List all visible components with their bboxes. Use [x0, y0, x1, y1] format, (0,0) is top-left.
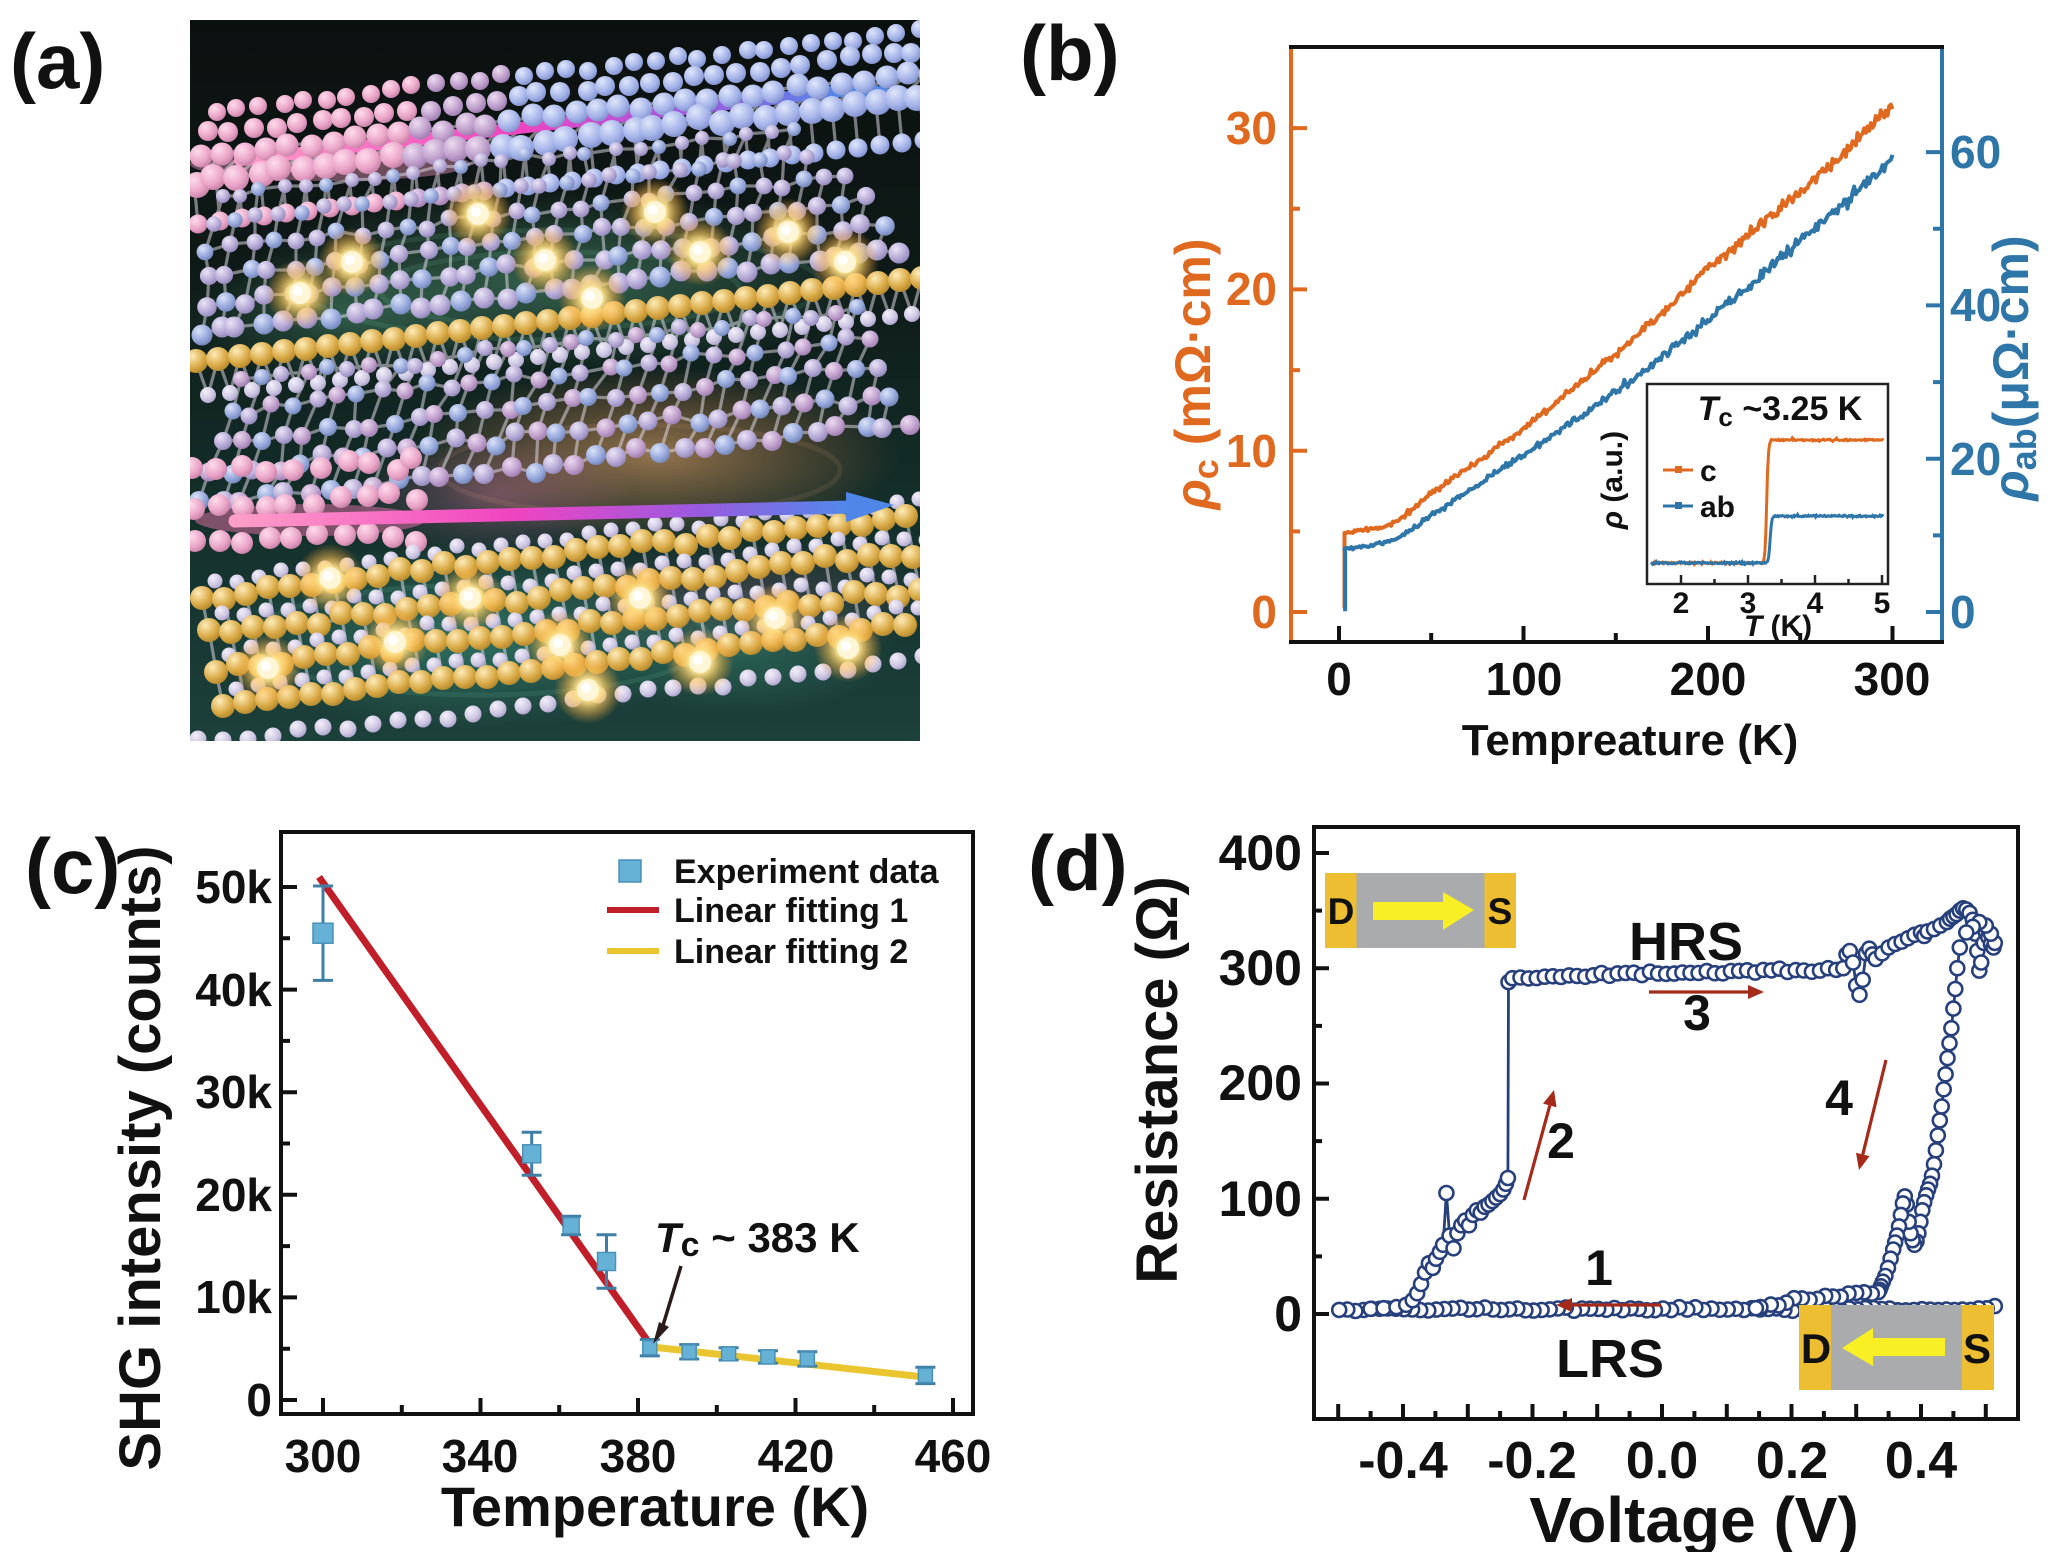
svg-text:Temperature (K): Temperature (K) — [441, 1475, 869, 1538]
svg-text:HRS: HRS — [1629, 912, 1743, 972]
svg-text:300: 300 — [285, 1430, 362, 1482]
svg-text:1: 1 — [1585, 1240, 1613, 1296]
svg-text:10k: 10k — [195, 1271, 272, 1323]
svg-text:30k: 30k — [195, 1066, 272, 1118]
svg-text:40k: 40k — [195, 964, 272, 1016]
svg-text:LRS: LRS — [1556, 1329, 1664, 1389]
svg-text:Linear fitting 2: Linear fitting 2 — [674, 933, 908, 971]
svg-text:Experiment data: Experiment data — [674, 853, 940, 891]
svg-text:5: 5 — [1874, 587, 1891, 620]
svg-text:Voltage (V): Voltage (V) — [1529, 1484, 1859, 1552]
svg-text:S: S — [1488, 891, 1513, 932]
svg-text:D: D — [1801, 1325, 1831, 1372]
svg-text:T (K): T (K) — [1744, 610, 1812, 643]
svg-text:30: 30 — [1226, 102, 1277, 154]
svg-text:Tc ~ 383 K: Tc ~ 383 K — [655, 1214, 860, 1264]
svg-text:2: 2 — [1673, 587, 1690, 620]
svg-text:340: 340 — [442, 1430, 519, 1482]
svg-text:SHG intensity (counts): SHG intensity (counts) — [108, 845, 173, 1470]
svg-text:c: c — [1700, 455, 1717, 488]
svg-text:-0.4: -0.4 — [1358, 1432, 1448, 1490]
svg-text:200: 200 — [1219, 1055, 1302, 1111]
svg-text:ρc (mΩ·cm): ρc (mΩ·cm) — [1165, 239, 1226, 512]
svg-text:ρab(μΩ·cm): ρab(μΩ·cm) — [1983, 235, 2044, 502]
svg-text:100: 100 — [1219, 1171, 1302, 1227]
svg-text:200: 200 — [1670, 653, 1747, 705]
svg-text:100: 100 — [1486, 653, 1563, 705]
svg-text:420: 420 — [758, 1430, 835, 1482]
svg-text:0.4: 0.4 — [1885, 1432, 1957, 1490]
svg-text:-0.2: -0.2 — [1487, 1432, 1577, 1490]
svg-text:0.2: 0.2 — [1756, 1432, 1828, 1490]
svg-text:20: 20 — [1226, 263, 1277, 315]
svg-text:300: 300 — [1219, 940, 1302, 996]
svg-text:0: 0 — [246, 1374, 272, 1426]
svg-text:0.0: 0.0 — [1626, 1432, 1698, 1490]
svg-text:(d): (d) — [1028, 819, 1128, 907]
svg-text:20: 20 — [1950, 433, 2001, 485]
svg-text:20k: 20k — [195, 1169, 272, 1221]
svg-text:60: 60 — [1950, 126, 2001, 178]
svg-text:0: 0 — [1950, 586, 1976, 638]
svg-text:300: 300 — [1854, 653, 1931, 705]
svg-text:Resistance (Ω): Resistance (Ω) — [1125, 876, 1190, 1284]
svg-text:(a): (a) — [10, 17, 105, 105]
svg-text:0: 0 — [1326, 653, 1352, 705]
svg-text:Tc ~3.25 K: Tc ~3.25 K — [1698, 390, 1863, 432]
svg-text:40: 40 — [1950, 279, 2001, 331]
svg-text:4: 4 — [1825, 1070, 1853, 1126]
svg-text:0: 0 — [1274, 1286, 1302, 1342]
svg-text:460: 460 — [915, 1430, 992, 1482]
svg-text:50k: 50k — [195, 861, 272, 913]
svg-text:ρ (a.u.): ρ (a.u.) — [1596, 431, 1629, 530]
svg-text:4: 4 — [1807, 587, 1824, 620]
svg-text:D: D — [1328, 891, 1355, 932]
svg-text:10: 10 — [1226, 425, 1277, 477]
svg-text:3: 3 — [1740, 587, 1757, 620]
svg-text:400: 400 — [1219, 825, 1302, 881]
svg-text:3: 3 — [1683, 985, 1711, 1041]
svg-text:2: 2 — [1547, 1113, 1575, 1169]
svg-text:380: 380 — [600, 1430, 677, 1482]
svg-text:(b): (b) — [1020, 9, 1120, 97]
svg-text:(c): (c) — [25, 822, 120, 910]
svg-text:0: 0 — [1251, 586, 1277, 638]
svg-text:S: S — [1963, 1325, 1991, 1372]
svg-text:Tempreature (K): Tempreature (K) — [1462, 716, 1799, 765]
svg-text:ab: ab — [1700, 491, 1735, 524]
svg-text:Linear fitting 1: Linear fitting 1 — [674, 892, 908, 930]
